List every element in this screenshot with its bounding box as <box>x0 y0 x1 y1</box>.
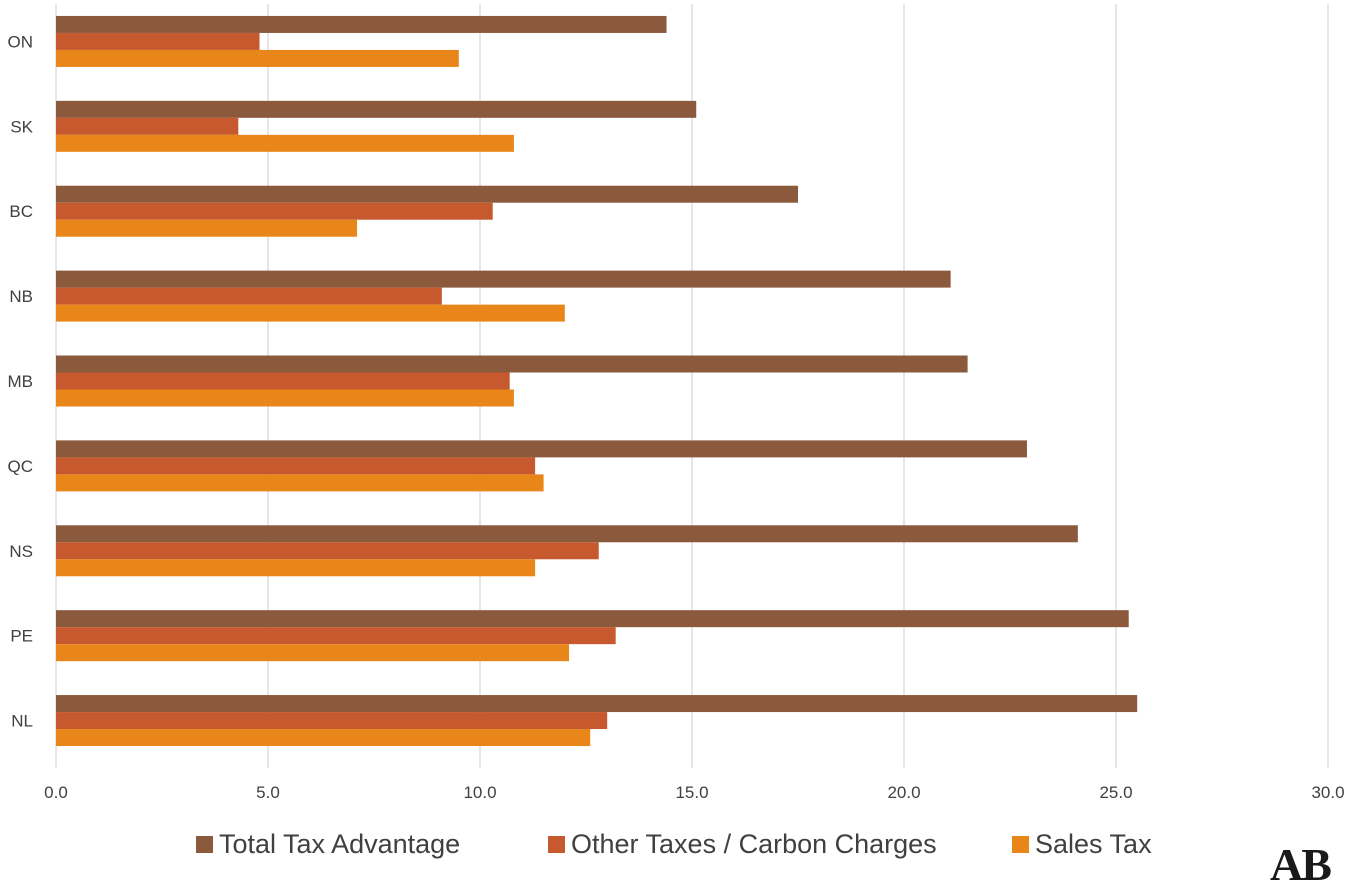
y-category-label: NL <box>11 712 33 731</box>
bar <box>56 440 1027 458</box>
bar <box>56 202 493 220</box>
x-tick-label: 25.0 <box>1099 783 1132 802</box>
bar <box>56 15 667 33</box>
legend-label: Sales Tax <box>1035 829 1152 859</box>
y-category-label: BC <box>9 202 33 221</box>
y-category-label: NS <box>9 542 33 561</box>
legend-label: Other Taxes / Carbon Charges <box>571 829 937 859</box>
bar <box>56 389 514 407</box>
y-category-label: ON <box>8 32 34 51</box>
bar <box>56 304 565 322</box>
y-category-label: PE <box>10 627 33 646</box>
bar-chart: 0.0 5.0 10.0 15.0 20.0 25.0 30.0 ON SK BC NB MB QC N… <box>8 4 1345 802</box>
x-tick-label: 20.0 <box>887 783 920 802</box>
bar <box>56 134 514 152</box>
bar <box>56 695 1138 713</box>
y-category-label: QC <box>8 457 34 476</box>
bar <box>56 100 697 118</box>
legend-swatch <box>196 836 213 853</box>
bar <box>56 644 570 662</box>
legend: Total Tax Advantage Other Taxes / Carbon… <box>0 829 1357 866</box>
x-tick-label: 0.0 <box>44 783 68 802</box>
x-tick-label: 30.0 <box>1311 783 1344 802</box>
logo: AB <box>1270 839 1332 890</box>
bar <box>56 287 442 305</box>
bar <box>56 729 591 747</box>
y-category-label: MB <box>8 372 34 391</box>
bar <box>56 270 951 288</box>
bar <box>56 219 358 237</box>
bar <box>56 559 536 577</box>
legend-swatch <box>548 836 565 853</box>
bar <box>56 457 536 475</box>
bar <box>56 474 544 492</box>
y-category-label: SK <box>10 117 33 136</box>
bar <box>56 49 459 67</box>
legend-swatch <box>1012 836 1029 853</box>
bar <box>56 627 616 645</box>
x-axis-ticks: 0.0 5.0 10.0 15.0 20.0 25.0 30.0 <box>44 783 1344 802</box>
bar <box>56 372 510 390</box>
bar <box>56 355 968 373</box>
bar <box>56 712 608 730</box>
bars <box>56 15 1138 747</box>
bar <box>56 32 260 50</box>
legend-item-total-tax-advantage: Total Tax Advantage <box>196 829 460 860</box>
x-tick-label: 10.0 <box>463 783 496 802</box>
bar <box>56 610 1129 628</box>
bar <box>56 185 798 203</box>
bar <box>56 542 599 560</box>
legend-item-other-taxes: Other Taxes / Carbon Charges <box>548 829 937 860</box>
y-axis-categories: ON SK BC NB MB QC NS PE NL <box>8 32 34 730</box>
legend-item-sales-tax: Sales Tax <box>1012 829 1152 860</box>
bar <box>56 117 239 135</box>
bar <box>56 525 1078 543</box>
y-category-label: NB <box>9 287 33 306</box>
legend-label: Total Tax Advantage <box>219 829 461 859</box>
x-tick-label: 15.0 <box>675 783 708 802</box>
x-tick-label: 5.0 <box>256 783 280 802</box>
